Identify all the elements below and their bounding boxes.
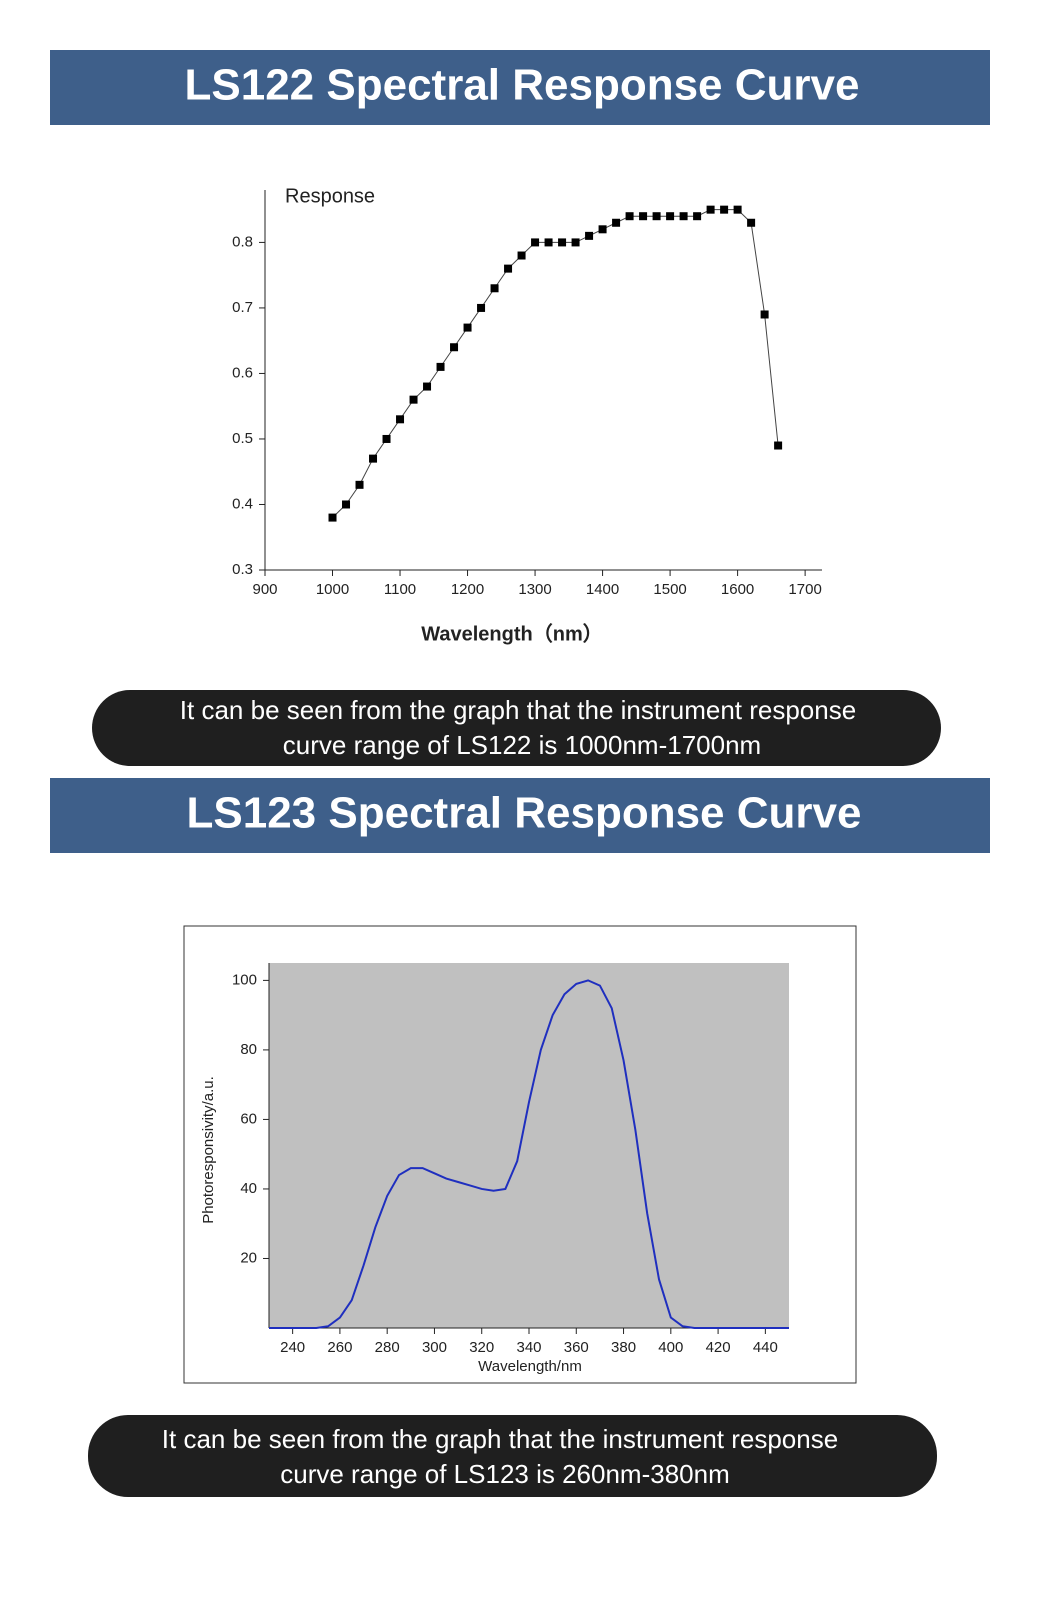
x-tick-label: 1100	[384, 581, 416, 598]
y-tick-label: 80	[240, 1041, 257, 1058]
data-point	[490, 284, 499, 293]
banner-title: LS122 Spectral Response Curve	[185, 61, 860, 110]
x-tick-label: 1500	[653, 581, 686, 598]
note-bg	[92, 690, 941, 766]
y-tick-label: 20	[240, 1249, 257, 1266]
data-point	[585, 231, 594, 240]
x-axis-label: Wavelength/nm	[478, 1358, 582, 1375]
data-point	[652, 212, 661, 221]
data-point	[693, 212, 702, 221]
data-point	[531, 238, 540, 247]
note-bg	[88, 1415, 937, 1497]
data-point	[477, 303, 486, 312]
data-point	[328, 513, 337, 522]
data-point	[612, 218, 621, 227]
data-point	[382, 434, 391, 443]
y-tick-label: 0.6	[232, 364, 253, 381]
data-point	[666, 212, 675, 221]
banner-bg	[50, 50, 990, 125]
y-tick-label: 0.4	[232, 495, 253, 512]
y-tick-label: 0.3	[232, 561, 253, 578]
y-axis-label: Photoresponsivity/a.u.	[200, 1076, 217, 1224]
data-point	[558, 238, 567, 247]
data-point	[409, 395, 418, 404]
data-point	[342, 500, 351, 509]
data-point	[517, 251, 526, 260]
data-point	[720, 205, 729, 214]
banner-bg	[50, 778, 990, 853]
x-tick-label: 320	[469, 1339, 494, 1356]
data-point	[504, 264, 513, 273]
data-point	[423, 382, 432, 391]
data-point	[733, 205, 742, 214]
x-tick-label: 380	[611, 1339, 636, 1356]
data-point	[679, 212, 688, 221]
note-text: It can be seen from the graph that the i…	[162, 1424, 838, 1454]
data-point	[706, 205, 715, 214]
x-axis-label: Wavelength（nm）	[421, 622, 603, 645]
data-line	[332, 209, 779, 518]
data-point	[369, 454, 378, 463]
x-tick-label: 360	[564, 1339, 589, 1356]
x-tick-label: 900	[252, 581, 277, 598]
data-point	[639, 212, 648, 221]
x-tick-label: 1000	[316, 581, 349, 598]
data-point	[774, 441, 783, 450]
data-point	[625, 212, 634, 221]
data-point	[450, 343, 459, 352]
banner-title: LS123 Spectral Response Curve	[187, 789, 862, 838]
y-tick-label: 0.8	[232, 233, 253, 250]
y-axis-label: Response	[285, 185, 375, 207]
y-tick-label: 60	[240, 1110, 257, 1127]
x-tick-label: 260	[327, 1339, 352, 1356]
data-point	[396, 415, 405, 424]
x-tick-label: 400	[658, 1339, 683, 1356]
x-tick-label: 1400	[586, 581, 619, 598]
x-tick-label: 340	[516, 1339, 541, 1356]
data-point	[571, 238, 580, 247]
data-point	[747, 218, 756, 227]
x-tick-label: 240	[280, 1339, 305, 1356]
data-point	[355, 480, 364, 489]
x-tick-label: 1200	[451, 581, 484, 598]
y-tick-label: 0.7	[232, 299, 253, 316]
note-text: curve range of LS122 is 1000nm-1700nm	[283, 730, 761, 760]
data-point	[598, 225, 607, 234]
x-tick-label: 1300	[518, 581, 551, 598]
y-tick-label: 100	[232, 971, 257, 988]
data-point	[463, 323, 472, 332]
data-line	[269, 979, 789, 1329]
x-tick-label: 1600	[721, 581, 754, 598]
y-tick-label: 40	[240, 1180, 257, 1197]
y-tick-label: 0.5	[232, 430, 253, 447]
x-tick-label: 1700	[788, 581, 821, 598]
note-text: curve range of LS123 is 260nm-380nm	[280, 1459, 730, 1489]
x-tick-label: 440	[753, 1339, 778, 1356]
x-tick-label: 420	[706, 1339, 731, 1356]
data-point	[436, 362, 445, 371]
note-text: It can be seen from the graph that the i…	[180, 695, 856, 725]
plot-area	[269, 963, 789, 1328]
data-point	[760, 310, 769, 319]
x-tick-label: 300	[422, 1339, 447, 1356]
data-point	[544, 238, 553, 247]
x-tick-label: 280	[375, 1339, 400, 1356]
